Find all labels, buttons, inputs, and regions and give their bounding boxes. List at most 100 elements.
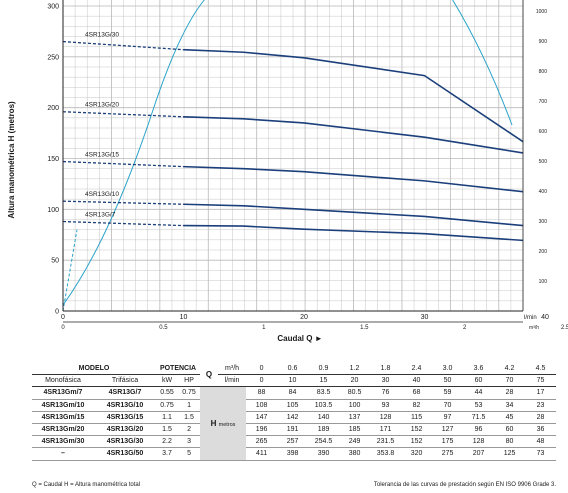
pump-curve bbox=[183, 48, 523, 143]
q-m3h-value: 4.5 bbox=[525, 363, 557, 376]
head-value: 196 bbox=[246, 423, 278, 437]
power-hp: 5 bbox=[178, 447, 201, 461]
table-row: 4SR13Gm/30 4SR13G/30 2.2 3 265 257 254.5 249 231… bbox=[32, 435, 557, 449]
right-tick-label: 400 bbox=[539, 189, 548, 195]
model-tri: 4SR13G/50 bbox=[94, 447, 157, 461]
head-value: 100 bbox=[339, 399, 371, 412]
head-value: 93 bbox=[370, 399, 402, 412]
trifasica-header: Trifásica bbox=[94, 374, 157, 388]
head-value: 60 bbox=[494, 423, 526, 437]
head-value: 48 bbox=[525, 435, 557, 449]
head-value: 249 bbox=[339, 435, 371, 449]
model-tri: 4SR13G/30 bbox=[94, 435, 157, 449]
chart-axes bbox=[62, 0, 524, 323]
q-m3h-value: 4.2 bbox=[494, 363, 526, 376]
head-value: 265 bbox=[246, 435, 278, 449]
head-value: 171 bbox=[370, 423, 402, 437]
head-value: 96 bbox=[463, 423, 495, 437]
head-value: 105 bbox=[277, 399, 309, 412]
head-value: 127 bbox=[432, 423, 464, 437]
power-kw: 1.1 bbox=[156, 411, 179, 424]
q-m3h-value: 0.6 bbox=[277, 363, 309, 376]
x-tick-label-lmin: 20 bbox=[300, 314, 308, 321]
q-m3h-value: 1.8 bbox=[370, 363, 402, 376]
power-hp: 1.5 bbox=[178, 411, 201, 424]
monofasica-header: Monofásica bbox=[32, 374, 94, 388]
model-mono: – bbox=[32, 447, 94, 461]
table-row: –4SR13G/50 3.7 5 411 398 390 380 353.8 320 275 207… bbox=[32, 447, 557, 461]
head-value: 80 bbox=[494, 435, 526, 449]
series-label: 4SR13G/30 bbox=[85, 32, 119, 39]
model-tri: 4SR13G/15 bbox=[94, 411, 157, 424]
head-value: 125 bbox=[494, 447, 526, 461]
q-lmin-value: 20 bbox=[339, 374, 371, 388]
right-tick-label: 800 bbox=[539, 69, 548, 75]
head-value: 88 bbox=[246, 386, 278, 400]
system-curves bbox=[63, 0, 513, 306]
head-value: 17 bbox=[525, 386, 557, 400]
series-label: 4SR13G/15 bbox=[85, 152, 119, 159]
origin-dashed-line bbox=[63, 229, 78, 311]
right-tick-label: 700 bbox=[539, 99, 548, 105]
pump-performance-chart: 050100150200250300010203040506070l/min00… bbox=[7, 0, 568, 343]
head-value: 257 bbox=[277, 435, 309, 449]
q-m3h-value: 1.2 bbox=[339, 363, 371, 376]
head-value: 80.5 bbox=[339, 386, 371, 400]
head-value: 152 bbox=[401, 435, 433, 449]
q-lmin-value: 40 bbox=[401, 374, 433, 388]
head-value: 231.5 bbox=[370, 435, 402, 449]
q-lmin-value: 0 bbox=[246, 374, 278, 388]
series-label: 4SR13G/10 bbox=[85, 191, 119, 198]
model-mono: 4SR13Gm/20 bbox=[32, 423, 94, 437]
pump-curve bbox=[183, 116, 523, 154]
head-value: 353.8 bbox=[370, 447, 402, 461]
x-tick-label-lmin: 30 bbox=[421, 314, 429, 321]
q-lmin-value: 50 bbox=[432, 374, 464, 388]
head-value: 137 bbox=[339, 411, 371, 424]
q-m3h-value: 0 bbox=[246, 363, 278, 376]
system-curve-left bbox=[63, 0, 205, 306]
pump-curve bbox=[183, 203, 523, 227]
head-value: 44 bbox=[463, 386, 495, 400]
q-lmin-value: 60 bbox=[463, 374, 495, 388]
right-tick-label: 1000 bbox=[536, 9, 547, 15]
modelo-header: MODELO bbox=[32, 363, 157, 376]
power-hp: 3 bbox=[178, 435, 201, 449]
head-value: 28 bbox=[494, 386, 526, 400]
series-label: 4SR13G/20 bbox=[85, 102, 119, 109]
h-label: H bbox=[210, 418, 219, 428]
right-tick-label: 500 bbox=[539, 159, 548, 165]
footer-legend: Q = Caudal H = Altura manométrica total bbox=[32, 482, 141, 488]
head-value: 398 bbox=[277, 447, 309, 461]
q-lmin-value: 70 bbox=[494, 374, 526, 388]
head-value: 175 bbox=[432, 435, 464, 449]
power-kw: 1.5 bbox=[156, 423, 179, 437]
y-tick-label: 300 bbox=[47, 4, 59, 11]
q-m3h-value: 2.4 bbox=[401, 363, 433, 376]
q-lmin-value: 75 bbox=[525, 374, 557, 388]
model-tri: 4SR13G/7 bbox=[94, 386, 157, 400]
head-value: 191 bbox=[277, 423, 309, 437]
head-value: 71.5 bbox=[463, 411, 495, 424]
x-tick-label-m3h: 2 bbox=[463, 325, 467, 331]
head-value: 275 bbox=[432, 447, 464, 461]
head-value: 320 bbox=[401, 447, 433, 461]
head-value: 142 bbox=[277, 411, 309, 424]
pump-curve-dashed-start bbox=[63, 40, 184, 51]
q-header: Q bbox=[200, 363, 219, 388]
y-tick-label: 100 bbox=[47, 207, 59, 214]
lmin-header: l/min bbox=[218, 374, 247, 388]
x-tick-label-lmin: 0 bbox=[61, 314, 65, 321]
y-axis-label: Altura manométrica H (metros) bbox=[7, 101, 16, 219]
head-value: 115 bbox=[401, 411, 433, 424]
right-tick-label: 600 bbox=[539, 129, 548, 135]
head-value: 189 bbox=[308, 423, 340, 437]
head-value: 185 bbox=[339, 423, 371, 437]
model-tri: 4SR13G/10 bbox=[94, 399, 157, 412]
q-lmin-value: 10 bbox=[277, 374, 309, 388]
x-tick-label-lmin: 40 bbox=[541, 314, 549, 321]
model-mono: 4SR13Gm/7 bbox=[32, 386, 94, 400]
model-mono: 4SR13Gm/15 bbox=[32, 411, 94, 424]
table-row: 4SR13Gm/20 4SR13G/20 1.5 2 196 191 189 185 171 15… bbox=[32, 423, 557, 437]
